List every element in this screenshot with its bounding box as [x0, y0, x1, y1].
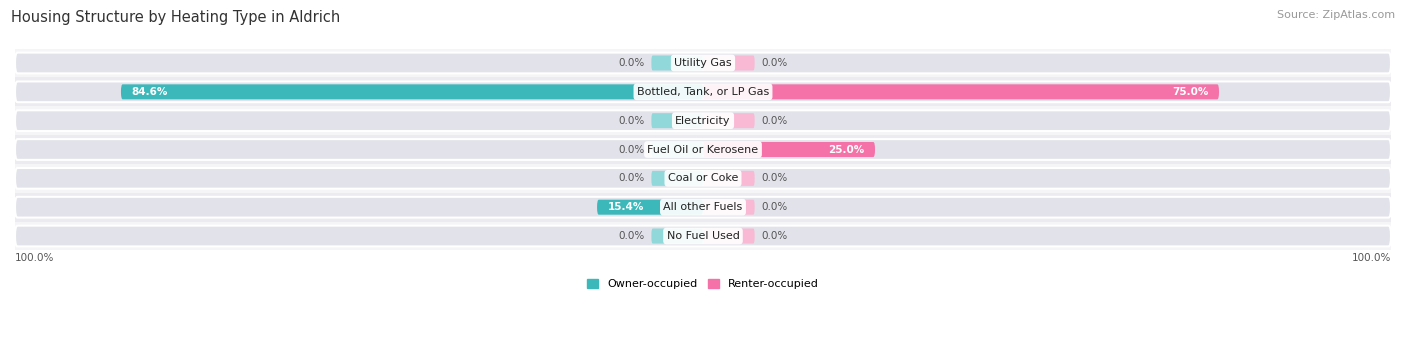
- Text: 84.6%: 84.6%: [131, 87, 167, 97]
- Bar: [15, 193, 1391, 222]
- Text: 0.0%: 0.0%: [762, 202, 787, 212]
- FancyBboxPatch shape: [15, 226, 1391, 247]
- Text: 100.0%: 100.0%: [15, 253, 55, 263]
- Text: Coal or Coke: Coal or Coke: [668, 173, 738, 183]
- Bar: [15, 135, 1391, 164]
- FancyBboxPatch shape: [651, 228, 703, 243]
- Text: Electricity: Electricity: [675, 116, 731, 126]
- Bar: [15, 222, 1391, 250]
- FancyBboxPatch shape: [703, 142, 875, 157]
- Text: Utility Gas: Utility Gas: [675, 58, 731, 68]
- Text: No Fuel Used: No Fuel Used: [666, 231, 740, 241]
- Text: 0.0%: 0.0%: [619, 116, 644, 126]
- Text: 0.0%: 0.0%: [619, 58, 644, 68]
- Text: 100.0%: 100.0%: [1351, 253, 1391, 263]
- FancyBboxPatch shape: [703, 228, 755, 243]
- Text: Fuel Oil or Kerosene: Fuel Oil or Kerosene: [647, 145, 759, 154]
- Text: 0.0%: 0.0%: [619, 231, 644, 241]
- FancyBboxPatch shape: [15, 168, 1391, 189]
- FancyBboxPatch shape: [703, 200, 755, 215]
- Text: Housing Structure by Heating Type in Aldrich: Housing Structure by Heating Type in Ald…: [11, 10, 340, 25]
- Legend: Owner-occupied, Renter-occupied: Owner-occupied, Renter-occupied: [582, 274, 824, 294]
- FancyBboxPatch shape: [15, 139, 1391, 160]
- Text: 0.0%: 0.0%: [762, 58, 787, 68]
- Text: 15.4%: 15.4%: [607, 202, 644, 212]
- FancyBboxPatch shape: [15, 197, 1391, 218]
- FancyBboxPatch shape: [15, 81, 1391, 102]
- Text: Source: ZipAtlas.com: Source: ZipAtlas.com: [1277, 10, 1395, 20]
- FancyBboxPatch shape: [15, 110, 1391, 131]
- FancyBboxPatch shape: [703, 56, 755, 71]
- Bar: [15, 48, 1391, 77]
- FancyBboxPatch shape: [651, 113, 703, 128]
- Bar: [15, 77, 1391, 106]
- FancyBboxPatch shape: [15, 53, 1391, 73]
- FancyBboxPatch shape: [651, 56, 703, 71]
- Text: All other Fuels: All other Fuels: [664, 202, 742, 212]
- FancyBboxPatch shape: [651, 142, 703, 157]
- FancyBboxPatch shape: [651, 171, 703, 186]
- FancyBboxPatch shape: [703, 113, 755, 128]
- FancyBboxPatch shape: [121, 84, 703, 99]
- Text: 0.0%: 0.0%: [619, 173, 644, 183]
- FancyBboxPatch shape: [703, 171, 755, 186]
- FancyBboxPatch shape: [703, 84, 1219, 99]
- Text: 0.0%: 0.0%: [762, 231, 787, 241]
- Bar: [15, 106, 1391, 135]
- Text: Bottled, Tank, or LP Gas: Bottled, Tank, or LP Gas: [637, 87, 769, 97]
- Text: 0.0%: 0.0%: [762, 173, 787, 183]
- Text: 75.0%: 75.0%: [1173, 87, 1209, 97]
- Bar: [15, 164, 1391, 193]
- Text: 0.0%: 0.0%: [762, 116, 787, 126]
- Text: 25.0%: 25.0%: [828, 145, 865, 154]
- Text: 0.0%: 0.0%: [619, 145, 644, 154]
- FancyBboxPatch shape: [598, 200, 703, 215]
